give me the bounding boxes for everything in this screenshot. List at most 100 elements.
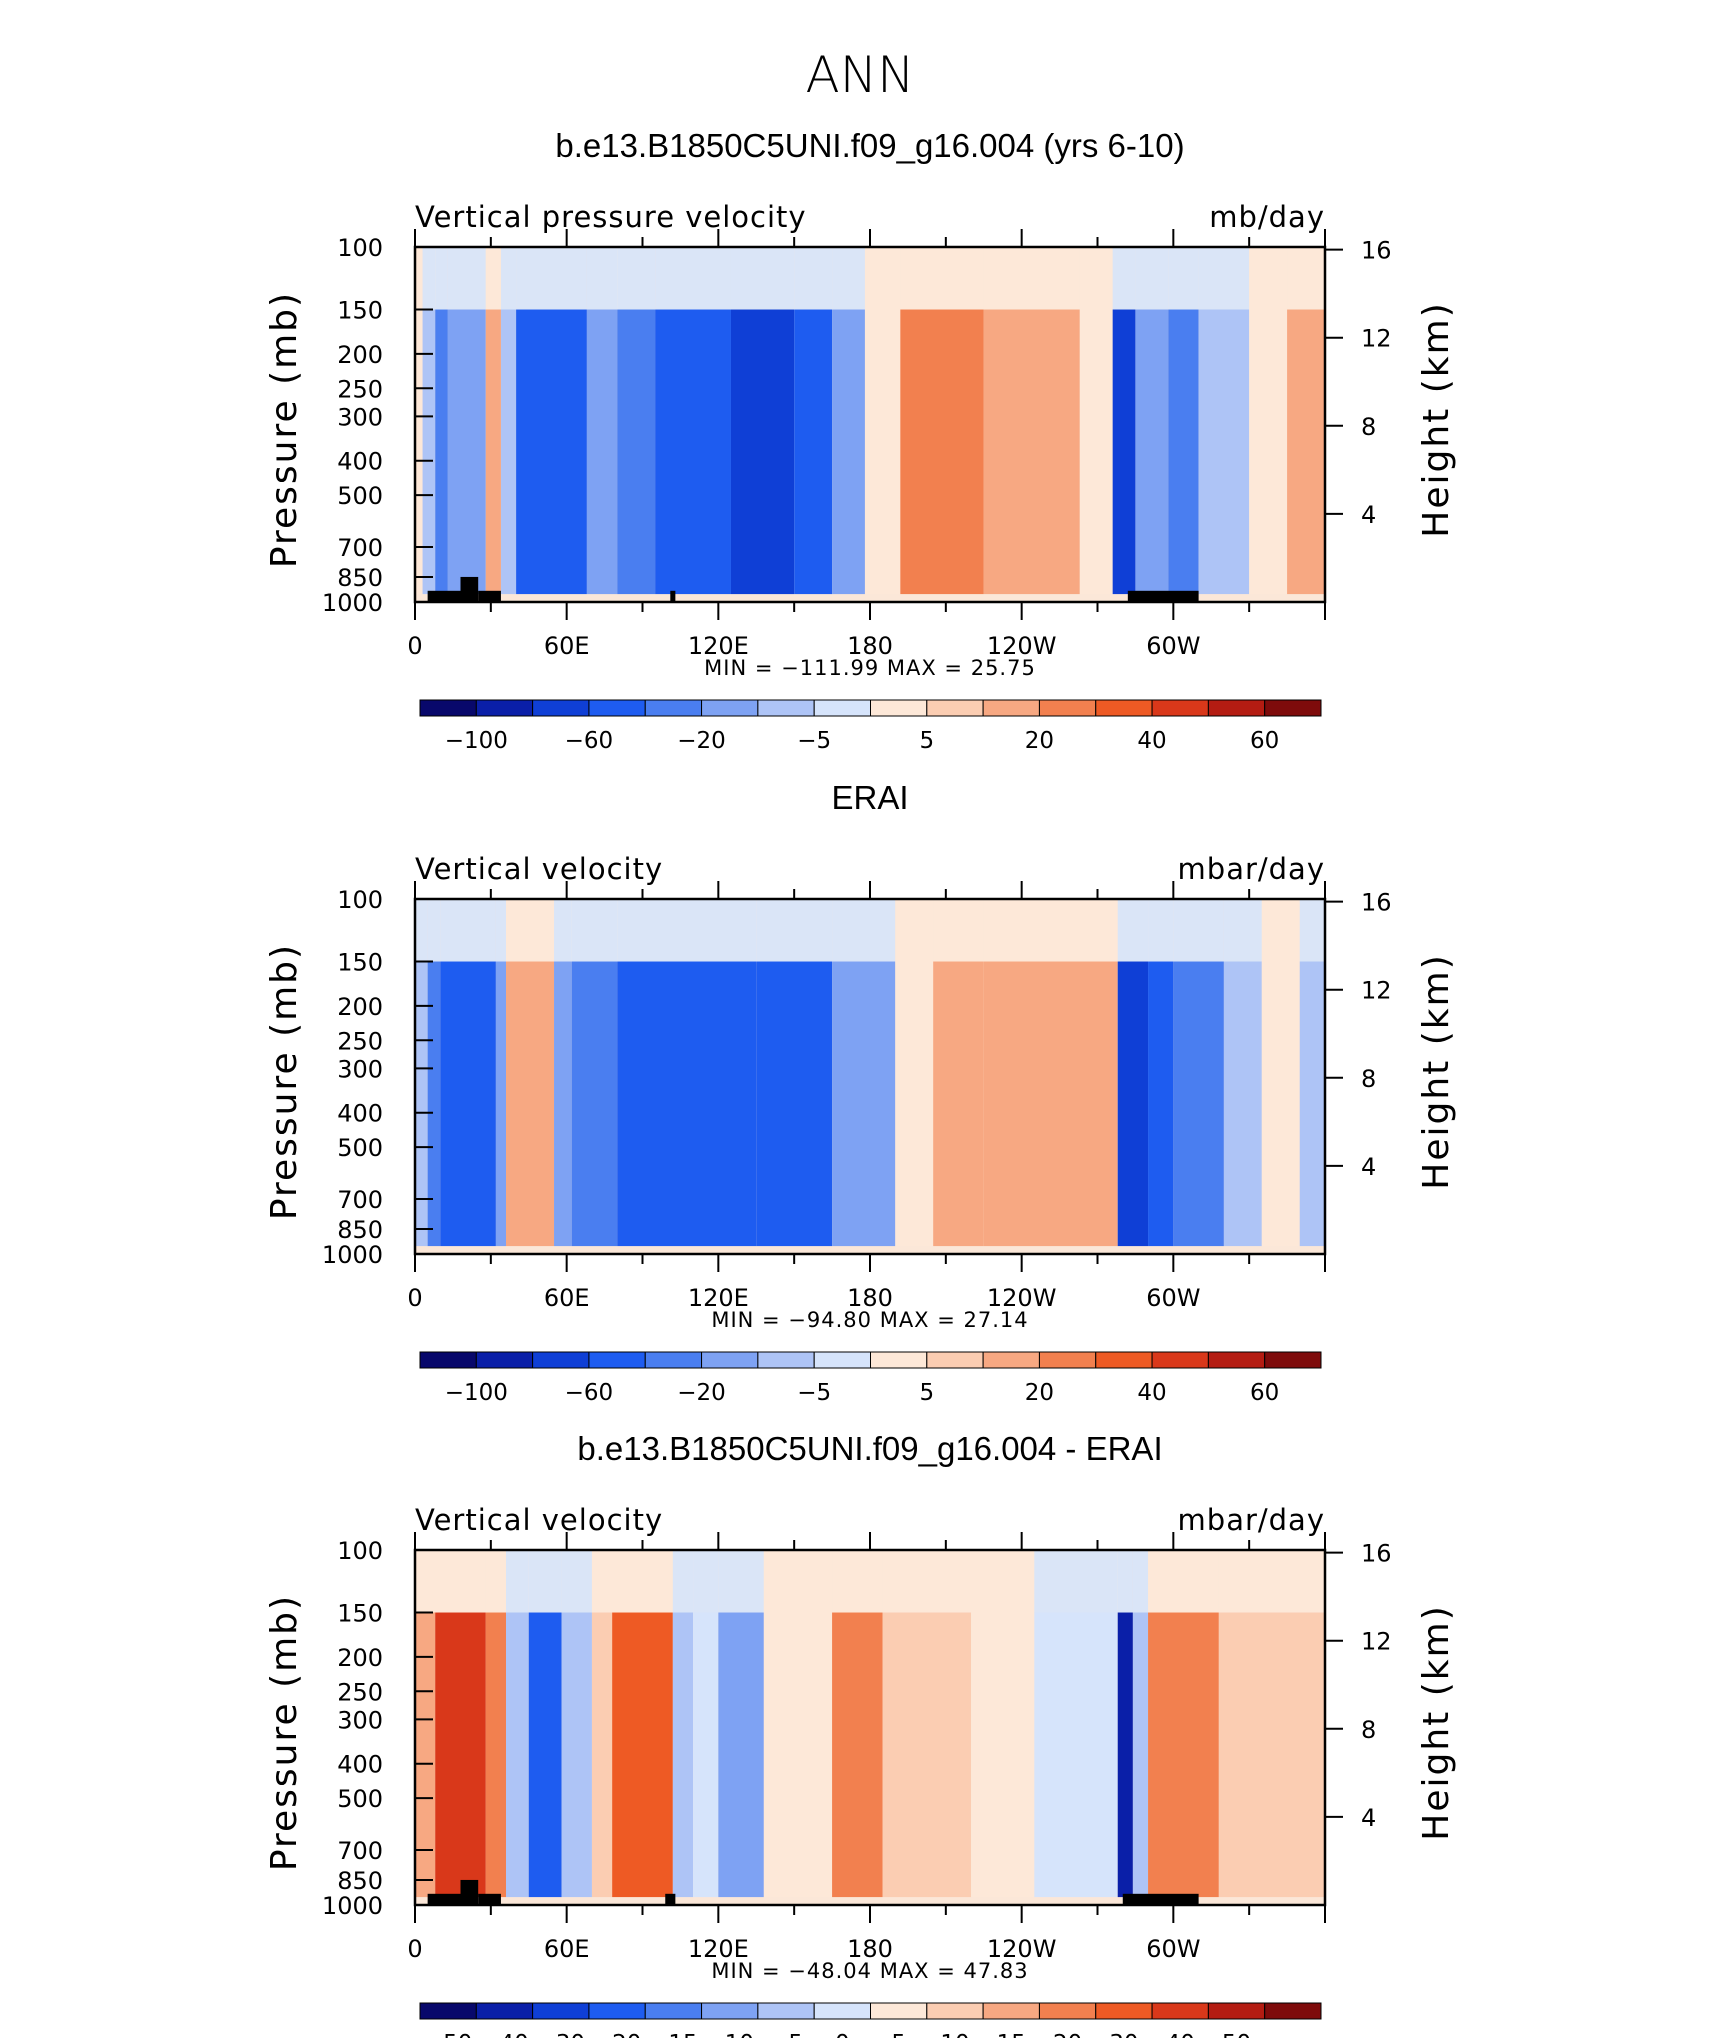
y-right-tick-label: 16 [1361,1540,1392,1568]
colorbar-swatch [588,1351,646,1369]
colorbar-label: 15 [997,2031,1026,2038]
field-band-upper [1135,247,1169,310]
field-band [586,309,618,595]
field-band [763,1612,833,1898]
field-band-upper [435,1550,486,1613]
y-tick-label: 850 [337,1867,383,1895]
colorbar-label: 40 [1137,1380,1166,1406]
y-tick-label: 200 [337,341,383,369]
topography-block [665,1893,676,1905]
colorbar-label: −20 [593,2031,642,2038]
field-band [591,1612,613,1898]
colorbar-swatch [475,1351,534,1369]
y-tick-label: 700 [337,1837,383,1865]
colorbar-swatch [701,2002,759,2020]
colorbar-swatch [532,1351,590,1369]
colorbar-swatch [588,699,646,717]
colorbar-swatch [475,2002,534,2020]
colorbar-swatch [870,699,928,717]
field-band-upper [832,247,865,310]
field-band [1261,961,1300,1247]
colorbar-swatch [1095,699,1153,717]
field-band-upper [1112,247,1136,310]
colorbar-label: −50 [424,2031,473,2038]
min-max-stats: MIN = −94.80 MAX = 27.14 [711,1308,1028,1332]
x-tick-label: 120W [987,1935,1057,1963]
field-band-upper [794,247,833,310]
colorbar-label: −60 [565,728,614,754]
field-band [693,1612,719,1898]
field-band [672,1612,694,1898]
colorbar-label: −30 [537,2031,586,2038]
colorbar-swatch [1151,1351,1209,1369]
y-tick-label: 250 [337,375,383,403]
field-band [832,309,865,595]
field-band-upper [1148,899,1174,962]
field-band [832,961,896,1247]
colorbar-swatch [1207,699,1266,717]
field-band-upper [730,247,795,310]
y-right-tick-label: 4 [1361,1804,1376,1832]
field-band-upper [864,247,901,310]
field-band [617,961,757,1247]
y-right-tick-label: 16 [1361,237,1392,265]
colorbar-swatch [870,1351,928,1369]
colorbar-label: −40 [480,2031,529,2038]
y-right-tick-label: 4 [1361,501,1376,529]
field-band-upper [1218,1550,1325,1613]
field-band [447,309,486,595]
field-band-upper [435,247,448,310]
field-band-upper [1132,1550,1149,1613]
colorbar-swatch [813,699,871,717]
x-tick-label: 120E [688,632,749,660]
field-band [718,1612,764,1898]
colorbar-swatch [813,2002,871,2020]
colorbar-label: −5 [769,2031,803,2038]
y-tick-label: 850 [337,1216,383,1244]
y-tick-label: 250 [337,1678,383,1706]
panel-2: ERAI Vertical velocity mbar/day 0 60E 120E 180… [264,779,1457,1406]
y-axis-label: Pressure (mb) [264,943,305,1220]
colorbar-swatch [1264,1351,1322,1369]
field-band [516,309,587,595]
field-band-upper [1299,899,1325,962]
field-band-upper [971,1550,1035,1613]
y-tick-label: 200 [337,1644,383,1672]
colorbar-swatch [1038,2002,1097,2020]
units-label: mb/day [1209,200,1325,234]
field-band-upper [1148,1550,1219,1613]
x-tick-label: 60E [544,1284,590,1312]
field-band-upper [1034,1550,1118,1613]
x-tick-label: 180 [847,632,893,660]
field-band-upper [561,1550,592,1613]
field-band-upper [900,247,984,310]
colorbar-swatch [644,1351,703,1369]
x-tick-label: 120W [987,1284,1057,1312]
field-band-upper [763,1550,833,1613]
panel-3: b.e13.B1850C5UNI.f09_g16.004 - ERAI Verti… [264,1430,1457,2038]
field-band [882,1612,972,1898]
field-band [485,1612,506,1898]
field-band [933,961,984,1247]
colorbar-swatch [588,2002,646,2020]
y-tick-label: 300 [337,403,383,431]
colorbar-swatch [982,699,1040,717]
y-tick-label: 250 [337,1027,383,1055]
field-band [617,309,656,595]
x-tick-label: 120E [688,1284,749,1312]
field-band [895,961,934,1247]
field-band-upper [506,899,555,962]
x-tick-label: 120E [688,1935,749,1963]
field-band-upper [571,899,618,962]
field-band [1117,1612,1133,1898]
x-tick-label: 60W [1146,632,1200,660]
field-band-upper [485,247,501,310]
colorbar-swatch [982,1351,1040,1369]
field-band-upper [1117,899,1149,962]
field-band-upper [1173,899,1224,962]
field-band [435,309,448,595]
field-band [561,1612,592,1898]
field-band-upper [1117,1550,1133,1613]
colorbar-swatch [757,2002,815,2020]
